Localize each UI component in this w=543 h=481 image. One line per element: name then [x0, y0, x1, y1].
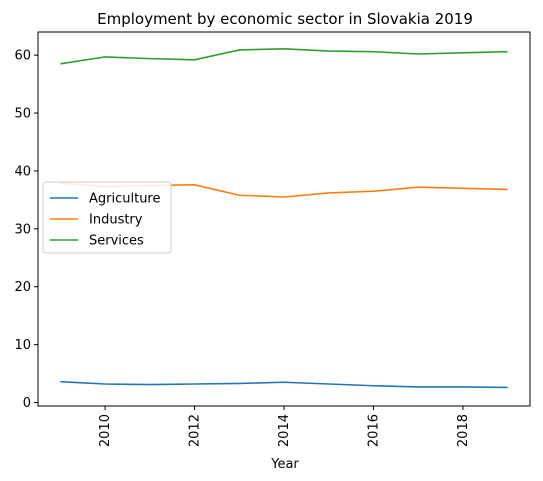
chart-title: Employment by economic sector in Slovaki…: [97, 10, 473, 28]
y-tick-label: 40: [14, 164, 31, 179]
y-axis-ticks: 0 10 20 30 40 50 60: [14, 49, 38, 411]
y-tick-label: 10: [14, 338, 31, 353]
y-tick-label: 20: [14, 280, 31, 295]
x-tick-label: 2012: [188, 414, 203, 447]
legend-entry-label: Services: [89, 234, 144, 249]
x-axis-label: Year: [270, 457, 299, 472]
x-tick-label: 2010: [98, 414, 113, 447]
series-line-services: [60, 47, 508, 65]
legend-entry-label: Agriculture: [89, 192, 161, 207]
y-tick-label: 50: [14, 107, 31, 122]
legend: Agriculture Industry Services: [42, 181, 172, 254]
y-tick-label: 30: [14, 222, 31, 237]
x-tick-label: 2014: [277, 414, 292, 447]
legend-entry-label: Industry: [89, 213, 143, 228]
legend-box: [42, 181, 172, 254]
series-line-agriculture: [60, 380, 508, 389]
x-tick-label: 2016: [366, 414, 381, 447]
y-tick-label: 0: [23, 396, 31, 411]
plot-area: 2010 2012 2014 2016 2018 0 10 20 30 40 50 60: [14, 31, 531, 447]
x-tick-label: 2018: [456, 414, 471, 447]
x-axis-ticks: 2010 2012 2014 2016 2018: [98, 406, 471, 447]
y-tick-label: 60: [14, 49, 31, 64]
